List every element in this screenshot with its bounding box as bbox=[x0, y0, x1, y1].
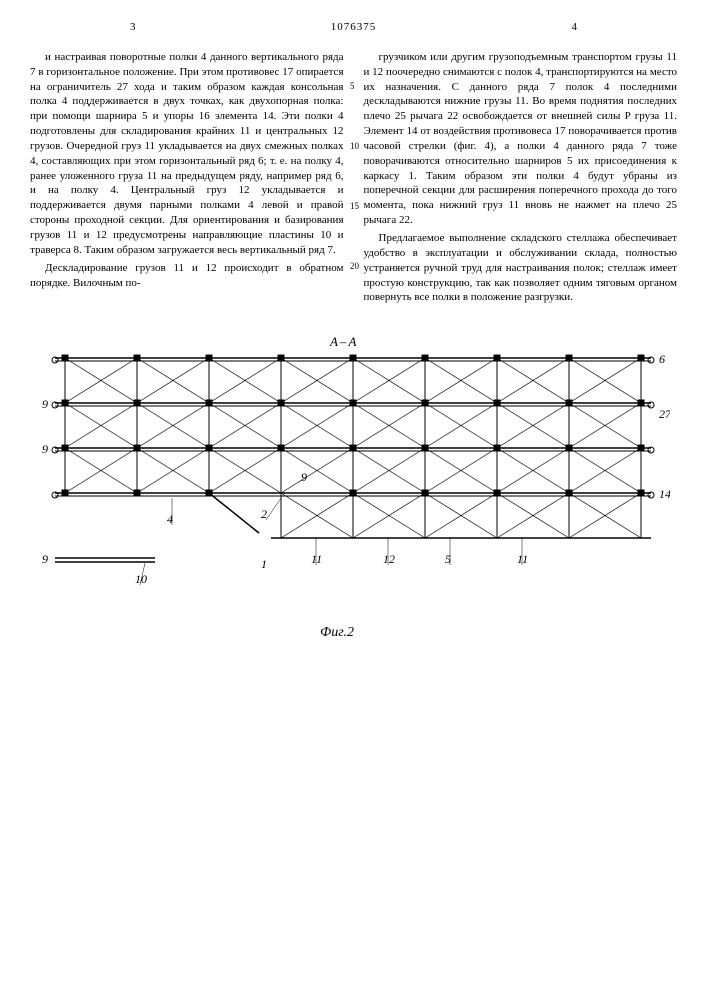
line-marker: 5 bbox=[350, 80, 355, 92]
section-label: А–А bbox=[330, 333, 358, 351]
svg-text:11: 11 bbox=[517, 552, 528, 566]
page-number-left: 3 bbox=[130, 20, 136, 35]
svg-text:6: 6 bbox=[659, 352, 665, 366]
page-number-right: 4 bbox=[572, 20, 578, 35]
diagram-svg: 999104192111251162714 bbox=[30, 338, 670, 658]
svg-text:9: 9 bbox=[301, 470, 307, 484]
svg-text:1: 1 bbox=[261, 557, 267, 571]
line-marker: 15 bbox=[350, 200, 359, 212]
svg-text:10: 10 bbox=[135, 572, 147, 586]
svg-text:27: 27 bbox=[659, 407, 670, 421]
line-marker: 10 bbox=[350, 140, 359, 152]
svg-text:9: 9 bbox=[42, 397, 48, 411]
right-para-2: Предлагаемое выполнение складского стелл… bbox=[364, 231, 678, 305]
figure-label: Фиг.2 bbox=[320, 624, 354, 643]
svg-text:9: 9 bbox=[42, 442, 48, 456]
page-header: 3 1076375 4 bbox=[30, 20, 677, 35]
right-column: грузчиком или другим грузоподъемным тран… bbox=[364, 50, 678, 308]
technical-diagram: А–А 999104192111251162714 Фиг.2 bbox=[30, 338, 670, 658]
svg-text:2: 2 bbox=[261, 507, 267, 521]
left-para-2: Дескладирование грузов 11 и 12 происходи… bbox=[30, 261, 344, 291]
right-para-1: грузчиком или другим грузоподъемным тран… bbox=[364, 50, 678, 228]
left-para-1: и настраивая поворотные полки 4 данного … bbox=[30, 50, 344, 258]
left-column: и настраивая поворотные полки 4 данного … bbox=[30, 50, 344, 308]
svg-text:11: 11 bbox=[311, 552, 322, 566]
svg-text:14: 14 bbox=[659, 487, 670, 501]
line-marker: 20 bbox=[350, 260, 359, 272]
svg-text:9: 9 bbox=[42, 552, 48, 566]
patent-number: 1076375 bbox=[331, 20, 377, 35]
svg-text:12: 12 bbox=[383, 552, 395, 566]
